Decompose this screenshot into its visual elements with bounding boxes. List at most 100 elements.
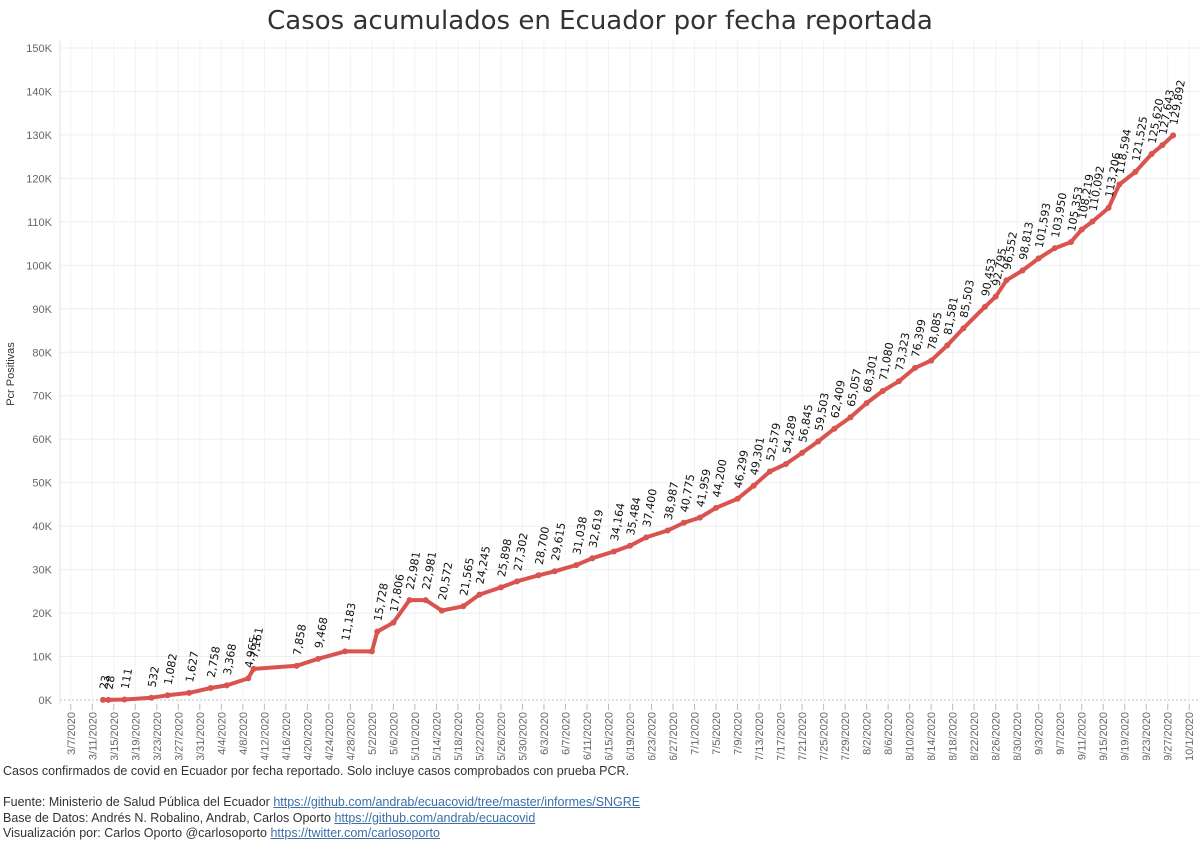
data-point: [245, 675, 252, 682]
data-label: 4,965: [242, 636, 260, 669]
x-tick-label: 7/13/2020: [754, 712, 766, 760]
data-point: [831, 425, 838, 432]
x-tick-label: 3/11/2020: [87, 712, 99, 760]
x-tick-label: 10/1/2020: [1184, 712, 1196, 760]
data-point: [799, 449, 806, 456]
data-point: [1116, 181, 1123, 188]
data-point: [750, 482, 757, 489]
data-point: [368, 648, 375, 655]
x-tick-label: 6/3/2020: [539, 712, 551, 755]
x-tick-label: 3/7/2020: [66, 712, 78, 755]
x-tick-label: 5/14/2020: [431, 712, 443, 760]
data-point: [293, 662, 300, 669]
y-tick-label: 10K: [32, 652, 52, 664]
data-point: [535, 572, 542, 579]
x-tick-label: 9/27/2020: [1163, 712, 1175, 760]
x-tick-label: 8/10/2020: [905, 712, 917, 760]
data-point: [476, 591, 483, 598]
data-point: [1089, 218, 1096, 225]
data-point: [643, 534, 650, 541]
data-label: 34,164: [608, 502, 627, 542]
x-tick-label: 4/28/2020: [345, 712, 357, 760]
data-point: [573, 562, 580, 569]
source-link[interactable]: https://github.com/andrab/ecuacovid/tree…: [273, 795, 641, 809]
x-tick-label: 4/4/2020: [216, 712, 228, 755]
source-line: Fuente: Ministerio de Salud Pública del …: [3, 795, 640, 809]
x-tick-label: 4/12/2020: [259, 712, 271, 760]
database-link[interactable]: https://github.com/andrab/ecuacovid: [334, 811, 536, 825]
data-point: [815, 438, 822, 445]
data-label: 25,898: [495, 538, 514, 578]
x-tick-label: 9/23/2020: [1141, 712, 1153, 760]
viz-label: Visualización por: Carlos Oporto @carlos…: [3, 826, 267, 840]
x-tick-label: 5/10/2020: [410, 712, 422, 760]
data-point: [315, 655, 322, 662]
x-tick-label: 6/7/2020: [560, 712, 572, 755]
x-tick-label: 7/1/2020: [690, 712, 702, 755]
x-tick-label: 5/26/2020: [496, 712, 508, 760]
chart-title: Casos acumulados en Ecuador por fecha re…: [267, 6, 933, 36]
x-tick-label: 6/27/2020: [668, 712, 680, 760]
y-tick-label: 120K: [26, 173, 52, 185]
data-label: 111: [119, 667, 135, 690]
data-point: [713, 504, 720, 511]
x-tick-label: 5/30/2020: [517, 712, 529, 760]
y-tick-label: 20K: [32, 608, 52, 620]
data-point: [497, 584, 504, 591]
data-point: [390, 619, 397, 626]
x-tick-label: 4/24/2020: [324, 712, 336, 760]
x-tick-label: 3/15/2020: [109, 712, 121, 760]
data-point: [121, 696, 128, 703]
data-label: 532: [146, 665, 162, 688]
data-point: [734, 495, 741, 502]
data-point: [148, 694, 155, 701]
data-label: 44,200: [710, 458, 729, 498]
x-tick-label: 4/20/2020: [302, 712, 314, 760]
data-label: 9,468: [312, 616, 330, 649]
data-label: 3,368: [221, 643, 239, 676]
x-tick-label: 5/22/2020: [474, 712, 486, 760]
data-label: 103,950: [1049, 192, 1070, 239]
y-tick-label: 90K: [32, 304, 52, 316]
data-point: [782, 461, 789, 468]
data-point: [1078, 226, 1085, 233]
source-label: Fuente: Ministerio de Salud Pública del …: [3, 795, 270, 809]
data-point: [1148, 150, 1155, 157]
data-point: [766, 468, 773, 475]
data-point: [610, 548, 617, 555]
x-tick-label: 3/27/2020: [173, 712, 185, 760]
y-tick-label: 50K: [32, 478, 52, 490]
y-axis: 0K 10K 20K 30K 40K 50K 60K 70K 80K 90K 100K 110K 120…: [5, 40, 61, 707]
x-tick-label: 3/31/2020: [195, 712, 207, 760]
data-label: 11,183: [339, 602, 358, 642]
data-point: [551, 568, 558, 575]
x-axis: 3/7/2020 3/11/2020 3/15/2020 3/19/2020 3/23/…: [66, 704, 1196, 760]
data-point: [1067, 239, 1074, 246]
x-tick-label: 8/26/2020: [991, 712, 1003, 760]
y-axis-label: Pcr Positivas: [5, 342, 17, 406]
x-tick-label: 9/7/2020: [1055, 712, 1067, 755]
data-point: [928, 357, 935, 364]
data-point: [589, 555, 596, 562]
y-tick-label: 150K: [26, 43, 52, 55]
x-tick-label: 6/19/2020: [625, 712, 637, 760]
data-point: [223, 682, 230, 689]
x-tick-label: 8/6/2020: [883, 712, 895, 755]
data-label: 15,728: [371, 582, 390, 622]
x-tick-label: 7/9/2020: [733, 712, 745, 755]
data-point: [981, 303, 988, 310]
x-tick-label: 7/25/2020: [819, 712, 831, 760]
data-point: [1035, 255, 1042, 262]
x-tick-label: 9/15/2020: [1098, 712, 1110, 760]
data-point: [186, 689, 193, 696]
gridlines: [60, 40, 1200, 704]
viz-link[interactable]: https://twitter.com/carlosoporto: [270, 826, 440, 840]
y-tick-label: 0K: [39, 695, 53, 707]
y-tick-label: 40K: [32, 521, 52, 533]
x-tick-label: 8/22/2020: [969, 712, 981, 760]
data-point: [460, 603, 467, 610]
x-tick-label: 7/17/2020: [776, 712, 788, 760]
series-line: [101, 133, 1176, 702]
data-point: [664, 527, 671, 534]
